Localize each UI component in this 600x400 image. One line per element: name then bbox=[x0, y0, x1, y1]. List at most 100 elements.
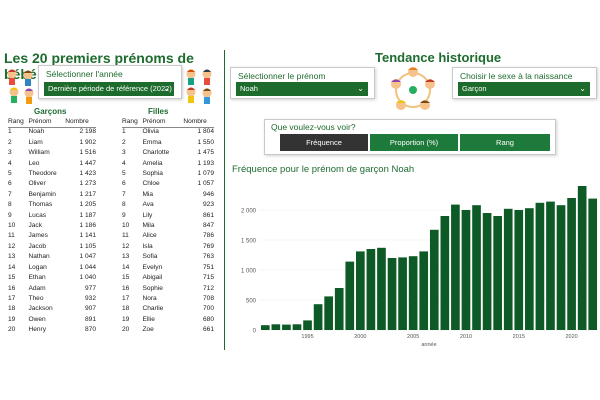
girls-table-row: 12 Isla 769 bbox=[122, 242, 214, 252]
bar bbox=[493, 216, 502, 330]
girls-table-count-cell: 1 057 bbox=[197, 180, 214, 188]
bar bbox=[535, 202, 545, 330]
boys-table-row: 17 Theo 932 bbox=[8, 294, 96, 304]
girls-table-rank-cell: 2 bbox=[122, 138, 126, 146]
girls-table-count-cell: 700 bbox=[202, 305, 214, 313]
chevron-down-icon: ⌄ bbox=[357, 84, 364, 93]
boys-table-name-cell: Lucas bbox=[28, 211, 47, 219]
girls-table-row: 2 Emma 1 550 bbox=[122, 138, 214, 148]
girls-table-rank-cell: 6 bbox=[122, 180, 126, 188]
view-option-proportion[interactable]: Proportion (%) bbox=[370, 134, 458, 151]
view-select-label: Que voulez-vous voir? bbox=[271, 122, 356, 132]
girls-table-count-cell: 1 079 bbox=[197, 170, 214, 178]
girls-table-name-cell: Chloe bbox=[142, 180, 160, 188]
bar bbox=[556, 205, 566, 330]
girls-header: Filles bbox=[148, 107, 169, 116]
boys-table-rank-cell: 7 bbox=[8, 190, 12, 198]
girls-table-count-cell: 1 193 bbox=[197, 159, 214, 167]
x-tick-label: 1995 bbox=[301, 334, 313, 340]
view-option-rang[interactable]: Rang bbox=[460, 134, 550, 151]
girls-table-row: 7 Mia 946 bbox=[122, 190, 214, 200]
bar bbox=[440, 216, 450, 330]
boys-table-count-cell: 1 205 bbox=[79, 201, 96, 209]
girls-table-row: 9 Lily 861 bbox=[122, 211, 214, 221]
boys-table-row: 18 Jackson 907 bbox=[8, 304, 96, 314]
view-option-frequence[interactable]: Fréquence bbox=[280, 134, 368, 151]
boys-table-count-cell: 1 423 bbox=[79, 170, 96, 178]
boys-table-row: 4 Leo 1 447 bbox=[8, 159, 96, 169]
boys-table-name-cell: Nathan bbox=[28, 253, 50, 261]
boys-table-count-cell: 1 044 bbox=[79, 263, 96, 271]
panel-divider bbox=[224, 50, 225, 350]
girls-table-row: 20 Zoe 661 bbox=[122, 325, 214, 335]
bar bbox=[260, 325, 270, 330]
girls-table-name-cell: Isla bbox=[142, 242, 153, 250]
girls-table-row: 11 Alice 786 bbox=[122, 231, 214, 241]
girls-table-row: 4 Amelia 1 193 bbox=[122, 159, 214, 169]
children-group-icon bbox=[5, 67, 37, 105]
bar bbox=[482, 213, 492, 330]
boys-table-count-cell: 1 217 bbox=[79, 190, 96, 198]
boys-table-name-cell: Thomas bbox=[28, 201, 53, 209]
boys-table-name-cell: Jacob bbox=[28, 242, 47, 250]
sex-select-card: Choisir le sexe à la naissance Garçon ⌄ bbox=[452, 67, 597, 99]
girls-table-count-cell: 946 bbox=[202, 190, 214, 198]
boys-table-rank-cell: 15 bbox=[8, 274, 16, 282]
name-select-dropdown[interactable]: Noah ⌄ bbox=[236, 82, 368, 96]
boys-table-row: 6 Oliver 1 273 bbox=[8, 179, 96, 189]
girls-table-count-cell: 708 bbox=[202, 294, 214, 302]
year-select-value: Dernière période de référence (2022) bbox=[48, 84, 172, 93]
boys-table-name-cell: Theo bbox=[28, 294, 44, 302]
bar bbox=[377, 247, 386, 330]
boys-table-row: 10 Jack 1 186 bbox=[8, 221, 96, 231]
chevron-down-icon: ⌄ bbox=[579, 84, 586, 93]
boys-table-row: 20 Henry 870 bbox=[8, 325, 96, 335]
girls-table-row: 8 Ava 923 bbox=[122, 200, 214, 210]
girls-table-name-cell: Mila bbox=[142, 222, 155, 230]
girls-table-count-cell: 786 bbox=[202, 232, 214, 240]
boys-table-rank-cell: 14 bbox=[8, 263, 16, 271]
boys-table-rank-cell: 20 bbox=[8, 326, 16, 334]
girls-table-rank-cell: 15 bbox=[122, 274, 130, 282]
boys-col-rang: Rang bbox=[8, 118, 24, 125]
bar bbox=[451, 204, 460, 330]
view-select-card: Que voulez-vous voir? Fréquence Proporti… bbox=[264, 119, 556, 155]
bar bbox=[271, 324, 281, 330]
girls-table-rank-cell: 1 bbox=[122, 128, 126, 136]
boys-table-name-cell: Ethan bbox=[28, 274, 46, 282]
girls-table-count-cell: 1 550 bbox=[197, 138, 214, 146]
boys-table-name-cell: Jackson bbox=[28, 305, 53, 313]
bar bbox=[334, 288, 344, 330]
y-tick-label: 2 000 bbox=[241, 209, 257, 215]
boys-table-row: 19 Owen 891 bbox=[8, 315, 96, 325]
girls-table-count-cell: 1 804 bbox=[197, 128, 214, 136]
boys-table-rank-cell: 4 bbox=[8, 159, 12, 167]
girls-table-row: 13 Sofia 763 bbox=[122, 252, 214, 262]
view-segmented-control: Fréquence Proportion (%) Rang bbox=[280, 134, 550, 151]
name-select-value: Noah bbox=[240, 84, 258, 93]
girls-table-rank-cell: 14 bbox=[122, 263, 130, 271]
boys-table-row: 1 Noah 2 198 bbox=[8, 127, 96, 137]
boys-table-name-cell: Adam bbox=[28, 284, 46, 292]
boys-table-count-cell: 907 bbox=[84, 305, 96, 313]
girls-table-name-cell: Emma bbox=[142, 138, 162, 146]
sex-select-dropdown[interactable]: Garçon ⌄ bbox=[458, 82, 590, 96]
bar bbox=[366, 249, 376, 330]
girls-table-row: 19 Ellie 680 bbox=[122, 315, 214, 325]
boys-table-count-cell: 1 447 bbox=[79, 159, 96, 167]
bar bbox=[282, 324, 291, 330]
x-tick-label: 2015 bbox=[513, 334, 525, 340]
girls-header-underline bbox=[122, 127, 214, 128]
name-select-card: Sélectionner le prénom Noah ⌄ bbox=[230, 67, 375, 99]
boys-table-row: 3 William 1 516 bbox=[8, 148, 96, 158]
girls-table-rank-cell: 18 bbox=[122, 305, 130, 313]
boys-col-prenom: Prénom bbox=[28, 118, 52, 125]
chart-title: Fréquence pour le prénom de garçon Noah bbox=[232, 164, 415, 175]
boys-table-row: 5 Theodore 1 423 bbox=[8, 169, 96, 179]
boys-table-count-cell: 1 516 bbox=[79, 149, 96, 157]
girls-table-count-cell: 923 bbox=[202, 201, 214, 209]
boys-table-name-cell: Logan bbox=[28, 263, 47, 271]
girls-table-row: 16 Sophie 712 bbox=[122, 284, 214, 294]
year-select-dropdown[interactable]: Dernière période de référence (2022) ⌄ bbox=[44, 82, 174, 96]
boys-table-name-cell: James bbox=[28, 232, 48, 240]
